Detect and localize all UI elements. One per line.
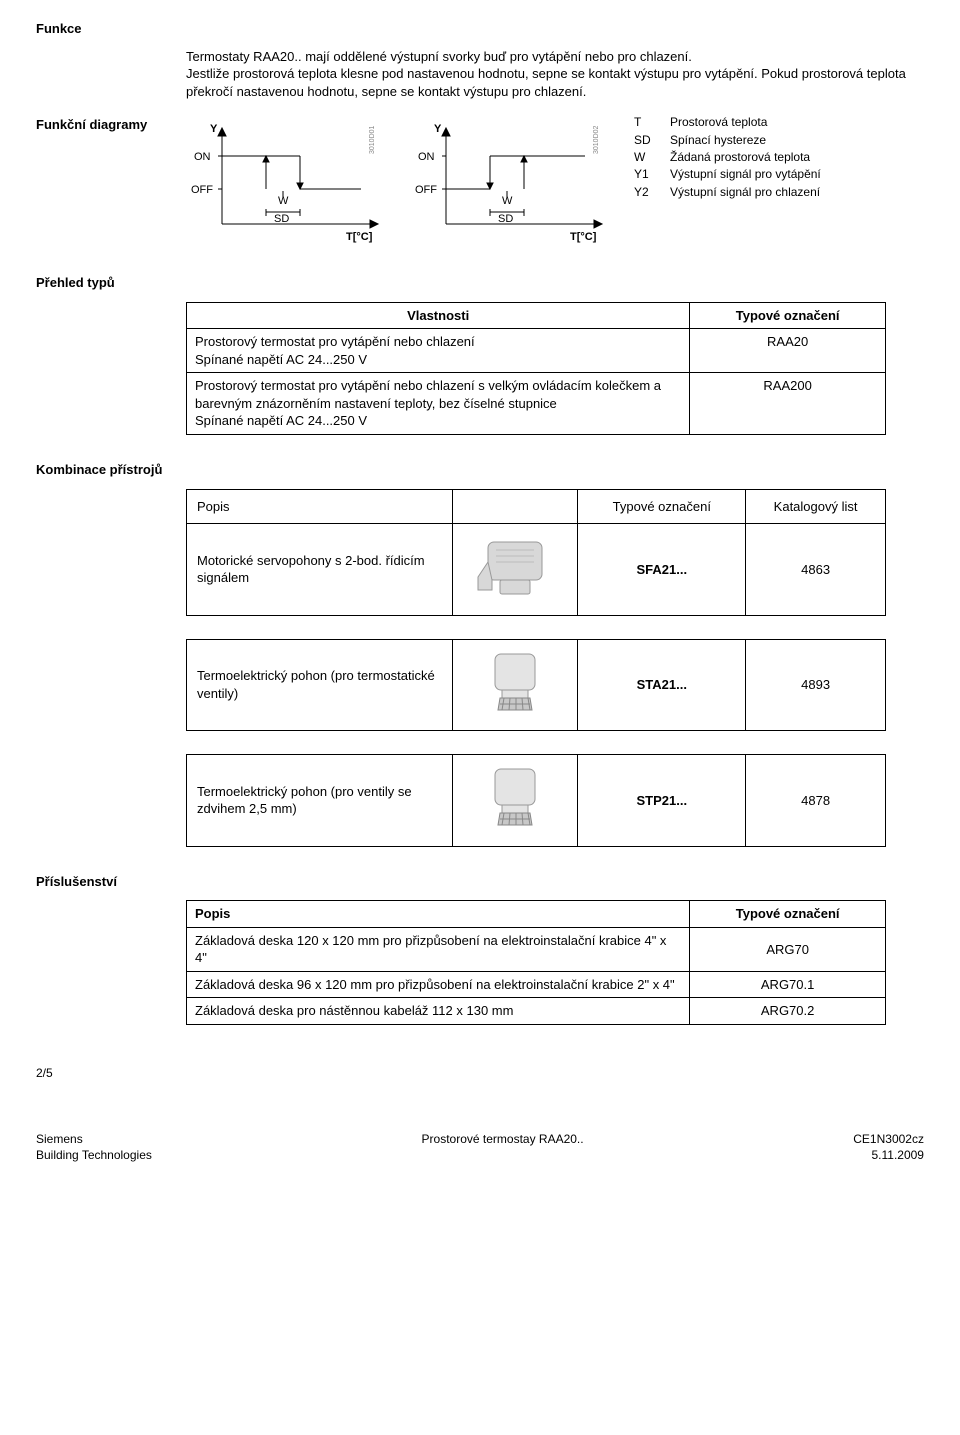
table-row: Motorické servopohony s 2-bod. řídicím s… — [187, 524, 886, 616]
combo-header-img — [452, 489, 578, 524]
table-row: Termoelektrický pohon (pro termostatické… — [187, 639, 886, 731]
diagram-legend: TProstorová teplotaSDSpínací hysterezeWŽ… — [634, 114, 821, 201]
page-number: 2/5 — [36, 1065, 924, 1081]
footer-center: Prostorové termostay RAA20.. — [422, 1131, 584, 1163]
function-diagram-2: Y ON OFF W SD T[°C] 3010D02 — [410, 114, 610, 244]
function-diagram-1: Y ON OFF W SD T[°C] 3010D01 — [186, 114, 386, 244]
footer-right: CE1N3002cz 5.11.2009 — [853, 1131, 924, 1163]
svg-text:ON: ON — [418, 151, 435, 163]
svg-text:Y: Y — [434, 123, 442, 135]
svg-text:T[°C]: T[°C] — [570, 231, 597, 243]
svg-text:SD: SD — [498, 213, 513, 225]
combo-table: Popis Typové označení Katalogový list Mo… — [186, 489, 886, 847]
diagram-w-label: W — [278, 195, 289, 207]
acc-header-type: Typové označení — [690, 901, 886, 928]
combo-header-desc: Popis — [187, 489, 453, 524]
diagram-sd-label: SD — [274, 213, 289, 225]
section-heading-types: Přehled typů — [36, 274, 924, 292]
legend-row: SDSpínací hystereze — [634, 132, 821, 149]
types-header-desc: Vlastnosti — [187, 302, 690, 329]
table-row: Prostorový termostat pro vytápění nebo c… — [187, 329, 886, 373]
table-row: Prostorový termostat pro vytápění nebo c… — [187, 373, 886, 435]
acc-header-desc: Popis — [187, 901, 690, 928]
diagram-off-label: OFF — [191, 184, 213, 196]
section-heading-funkce: Funkce — [36, 20, 924, 38]
legend-row: Y2Výstupní signál pro chlazení — [634, 184, 821, 201]
combo-header-cat: Katalogový list — [746, 489, 886, 524]
svg-text:OFF: OFF — [415, 184, 437, 196]
types-table: Vlastnosti Typové označení Prostorový te… — [186, 302, 886, 435]
diagram-on-label: ON — [194, 151, 211, 163]
types-header-type: Typové označení — [690, 302, 886, 329]
legend-row: Y1Výstupní signál pro vytápění — [634, 166, 821, 183]
table-row: Termoelektrický pohon (pro ventily se zd… — [187, 755, 886, 847]
sidebar-label-diagrams: Funkční diagramy — [36, 114, 186, 134]
diagram-y-label: Y — [210, 123, 218, 135]
svg-text:W: W — [502, 195, 513, 207]
table-row: Základová deska pro nástěnnou kabeláž 11… — [187, 998, 886, 1025]
table-row: Základová deska 120 x 120 mm pro přizpůs… — [187, 927, 886, 971]
section-heading-combo: Kombinace přístrojů — [36, 461, 924, 479]
legend-row: WŽádaná prostorová teplota — [634, 149, 821, 166]
intro-paragraph: Termostaty RAA20.. mají oddělené výstupn… — [186, 48, 924, 101]
section-heading-acc: Příslušenství — [36, 873, 924, 891]
accessories-table: Popis Typové označení Základová deska 12… — [186, 900, 886, 1025]
legend-row: TProstorová teplota — [634, 114, 821, 131]
diagram-code-1: 3010D01 — [369, 126, 376, 155]
footer-left: Siemens Building Technologies — [36, 1131, 152, 1163]
combo-header-type: Typové označení — [578, 489, 746, 524]
svg-text:3010D02: 3010D02 — [593, 126, 600, 155]
diagram-t-unit: T[°C] — [346, 231, 373, 243]
table-row: Základová deska 96 x 120 mm pro přizpůso… — [187, 971, 886, 998]
